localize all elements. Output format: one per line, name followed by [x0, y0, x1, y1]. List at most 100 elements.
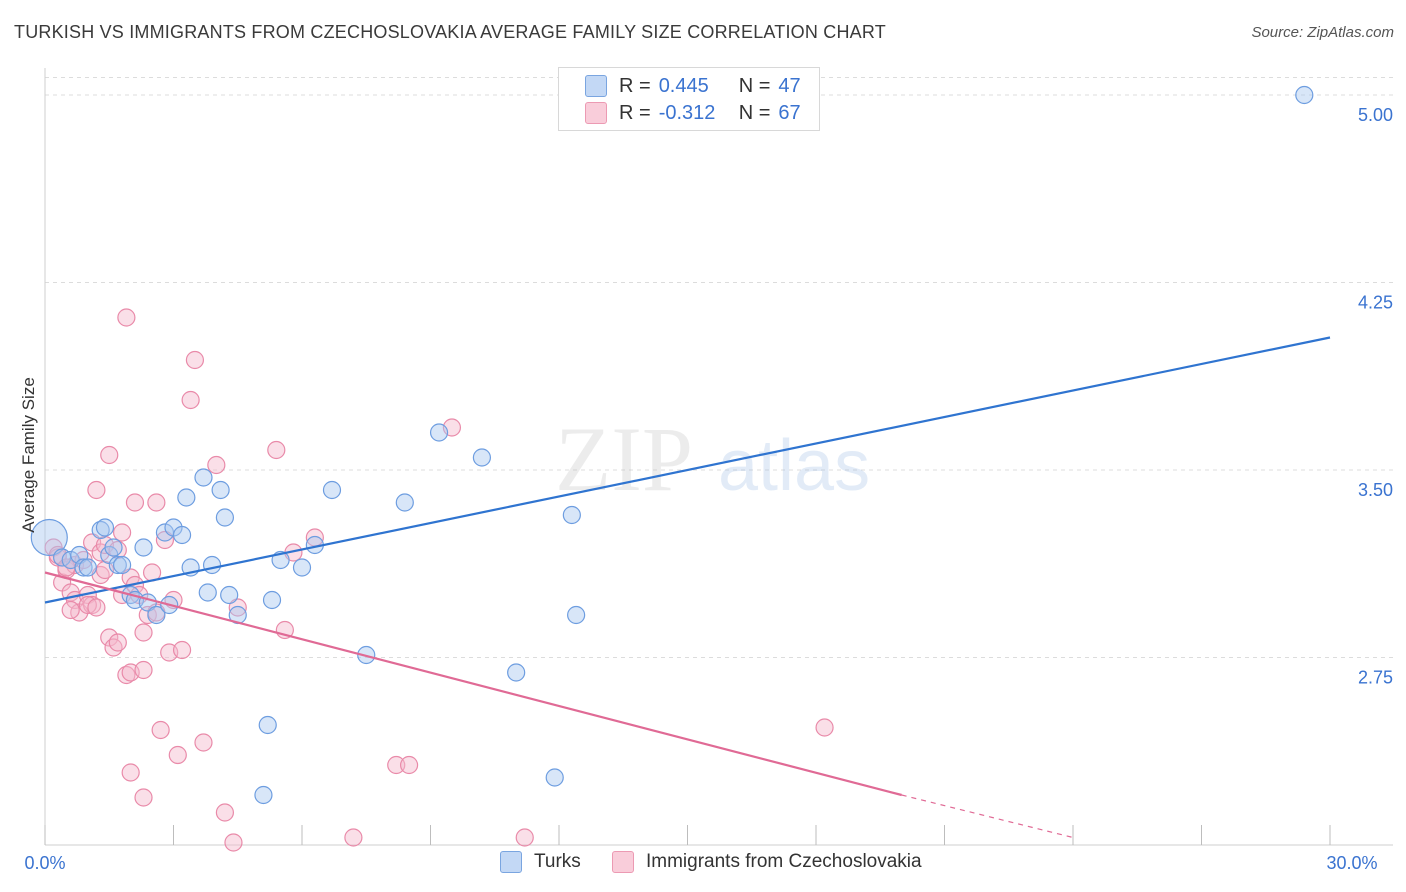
legend-n-value: 47 — [778, 74, 801, 97]
czech-point — [815, 718, 834, 737]
turks-point — [198, 583, 217, 602]
czech-point — [215, 803, 234, 822]
turks-point — [211, 480, 230, 500]
turks-point — [262, 590, 282, 610]
legend-r-label: R = — [619, 74, 651, 97]
legend-n-label: N = — [738, 101, 771, 124]
turks-point — [215, 508, 234, 527]
turks-label: Turks — [534, 851, 581, 872]
legend-swatch-turks — [585, 75, 607, 97]
czech-point — [267, 440, 286, 460]
chart-title: TURKISH VS IMMIGRANTS FROM CZECHOSLOVAKI… — [14, 22, 886, 42]
y-tick-label: 3.50 — [1358, 480, 1393, 500]
x-tick-label: 30.0% — [1326, 853, 1377, 873]
czech-point — [134, 788, 153, 807]
turks-point — [322, 480, 342, 500]
turks-point — [30, 518, 68, 557]
legend-row-turks: R = 0.445 N = 47 — [585, 73, 801, 99]
legend-r-value: 0.445 — [658, 74, 709, 97]
turks-point — [112, 555, 132, 575]
turks-point — [292, 558, 312, 577]
turks-point — [395, 493, 414, 512]
czech-point — [100, 445, 119, 465]
czech-point — [125, 493, 145, 512]
turks-swatch — [500, 851, 522, 873]
czech-point — [112, 523, 132, 542]
turks-point — [194, 468, 213, 487]
turks-point — [78, 558, 97, 577]
legend-item-czech: Immigrants from Czechoslovakia — [612, 851, 922, 873]
axes — [44, 68, 1393, 846]
czech-point — [134, 660, 153, 680]
czech-point — [185, 350, 205, 370]
legend-row-czech: R = -0.312 N = 67 — [585, 100, 801, 126]
czech-point — [117, 308, 136, 327]
czech-point — [194, 733, 213, 752]
turks-point — [254, 785, 273, 805]
czech-point — [87, 480, 106, 500]
czech-points — [44, 308, 834, 852]
series-legend: Turks Immigrants from Czechoslovakia — [0, 851, 1406, 877]
czech-point — [168, 745, 187, 765]
czech-point — [134, 623, 153, 642]
turks-point — [472, 448, 491, 467]
x-tick-label: 0.0% — [24, 853, 65, 873]
turks-point — [177, 488, 196, 507]
czech-point — [224, 833, 243, 852]
czech-point — [399, 755, 419, 775]
turks-point — [104, 538, 123, 557]
turks-point — [545, 768, 564, 787]
turks-point — [147, 605, 166, 625]
czech-point — [181, 390, 200, 410]
legend-n-label: N = — [738, 74, 771, 97]
turks-point — [202, 555, 222, 575]
turks-point — [134, 538, 153, 557]
watermark: ZIP atlas — [555, 408, 870, 510]
czech-trend-extension — [901, 794, 1074, 839]
turks-point — [220, 585, 239, 605]
turks-trend-line — [44, 336, 1331, 604]
czech-point — [147, 493, 166, 512]
y-tick-label: 2.75 — [1358, 668, 1393, 688]
czech-swatch — [612, 851, 634, 873]
czech-point — [108, 633, 127, 652]
czech-point — [172, 640, 192, 660]
czech-point — [344, 828, 363, 847]
watermark-zip: ZIP — [555, 408, 693, 510]
correlation-legend: R = 0.445 N = 47 R = -0.312 N = 67 — [558, 67, 820, 131]
turks-point — [567, 605, 586, 625]
czech-label: Immigrants from Czechoslovakia — [646, 851, 922, 872]
turks-point — [1295, 85, 1314, 105]
turks-point — [429, 423, 449, 442]
y-axis-label: Average Family Size — [19, 377, 38, 533]
czech-point — [155, 530, 175, 550]
y-tick-label: 5.00 — [1358, 105, 1393, 125]
tick-labels: 2.75 3.50 4.25 5.00 0.0% 30.0% — [24, 105, 1393, 873]
czech-point — [100, 628, 119, 647]
czech-point — [228, 598, 247, 617]
watermark-atlas: atlas — [718, 426, 870, 506]
turks-point — [562, 505, 581, 525]
turks-point — [258, 715, 277, 735]
turks-point — [507, 663, 526, 682]
trend-lines — [44, 336, 1331, 839]
czech-point — [121, 763, 140, 782]
legend-r-label: R = — [619, 101, 651, 124]
czech-point — [151, 720, 170, 740]
czech-point — [87, 598, 106, 617]
legend-swatch-czech — [585, 102, 607, 124]
y-tick-label: 4.25 — [1358, 293, 1393, 313]
turks-point — [74, 558, 93, 577]
legend-r-value: -0.312 — [658, 101, 716, 124]
gridlines — [45, 77, 1393, 658]
czech-point — [387, 755, 406, 775]
turks-point — [108, 555, 127, 575]
turks-point — [95, 518, 115, 537]
turks-point — [172, 525, 192, 545]
legend-n-value: 67 — [778, 101, 801, 124]
legend-item-turks: Turks — [500, 851, 581, 873]
source-label: Source: ZipAtlas.com — [1251, 24, 1394, 41]
czech-trend-line — [44, 571, 902, 797]
czech-point — [61, 600, 80, 620]
